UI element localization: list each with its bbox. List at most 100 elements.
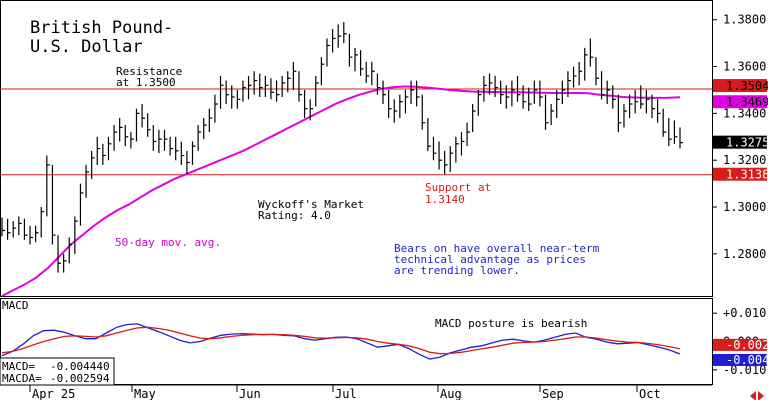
price-bar xyxy=(175,136,179,161)
price-bar xyxy=(163,129,168,151)
price-bar xyxy=(147,113,151,137)
price-bar xyxy=(371,61,375,86)
price-bar xyxy=(382,80,387,105)
support-price-tag: 1.3138 xyxy=(713,167,768,182)
macda-readout-label: MACDA= xyxy=(2,372,42,385)
svg-text:-0.004: -0.004 xyxy=(726,353,768,367)
price-bar xyxy=(500,80,504,105)
price-bar xyxy=(416,80,420,107)
price-bar xyxy=(186,150,190,175)
rating-note-line1: Wyckoff's Market xyxy=(258,198,364,211)
price-bar xyxy=(533,80,538,105)
svg-text:1.3138: 1.3138 xyxy=(726,168,768,182)
moving-avg-line xyxy=(1,85,681,297)
price-bar xyxy=(96,136,101,165)
price-bar xyxy=(113,125,118,151)
price-bar xyxy=(270,78,274,100)
price-bar xyxy=(326,38,330,67)
macda-line xyxy=(1,326,681,355)
x-axis-label: Jun xyxy=(239,387,261,400)
price-y-tick: 1.3800 xyxy=(723,13,766,27)
x-axis-label: May xyxy=(134,387,156,400)
price-bar xyxy=(85,164,90,198)
price-bar xyxy=(595,57,599,86)
price-bar xyxy=(640,85,644,109)
macd-readout-label: MACD= xyxy=(2,360,35,373)
price-bar xyxy=(331,29,336,53)
price-bar xyxy=(63,253,67,273)
x-axis-label: Aug xyxy=(440,387,462,400)
price-bar xyxy=(483,75,487,102)
price-bar xyxy=(275,80,280,102)
price-bar xyxy=(393,99,398,123)
price-bar xyxy=(23,218,28,240)
price-bar xyxy=(225,80,230,105)
price-bar xyxy=(432,136,437,161)
price-bar xyxy=(612,85,616,109)
price-bar xyxy=(505,85,510,109)
macd-lines xyxy=(1,323,681,360)
macd-y-tick: +0.010 xyxy=(723,306,766,320)
price-bar xyxy=(348,33,353,67)
commentary-line2: technical advantage as prices xyxy=(394,253,586,266)
price-bars xyxy=(1,22,683,273)
price-bar xyxy=(203,118,207,140)
price-bar xyxy=(572,66,577,88)
moving-average xyxy=(1,85,681,297)
svg-text:1.3504: 1.3504 xyxy=(726,79,768,93)
chart-title-line2: U.S. Dollar xyxy=(30,37,143,57)
price-bar xyxy=(180,141,185,165)
price-bar xyxy=(460,132,465,156)
support-note-line2: 1.3140 xyxy=(425,193,465,206)
price-bar xyxy=(522,85,527,109)
price-bar xyxy=(287,71,291,93)
price-bar xyxy=(567,71,571,97)
price-bar xyxy=(169,136,174,156)
price-bar xyxy=(399,94,403,119)
price-bar xyxy=(404,89,409,114)
price-bar xyxy=(651,94,655,119)
price-bar xyxy=(617,94,622,133)
price-bar xyxy=(219,75,224,109)
price-bar xyxy=(7,218,11,240)
moving-avg-note: 50-day mov. avg. xyxy=(115,236,221,249)
price-bar xyxy=(528,87,532,112)
macd-value-tags: -0.002-0.004 xyxy=(713,338,768,367)
price-bar xyxy=(231,85,235,109)
price-bar xyxy=(628,94,633,119)
price-bar xyxy=(539,80,543,107)
price-panel-frame xyxy=(0,0,713,297)
price-bar xyxy=(556,89,560,119)
price-bar xyxy=(298,71,302,102)
price-bar xyxy=(35,225,39,243)
price-bar xyxy=(449,146,454,172)
price-bar xyxy=(247,75,252,100)
price-bar xyxy=(292,61,297,90)
price-bar xyxy=(550,104,555,126)
price-levels xyxy=(0,88,712,176)
price-y-tick: 1.2800 xyxy=(723,247,766,261)
price-bar xyxy=(662,108,667,137)
price-bar xyxy=(102,143,106,165)
price-bar xyxy=(544,94,549,130)
price-bar xyxy=(12,221,17,238)
price-y-tick: 1.3200 xyxy=(723,153,766,167)
price-bar xyxy=(303,89,308,119)
price-bar xyxy=(40,207,45,238)
price-bar xyxy=(18,216,22,236)
price-bar xyxy=(645,89,650,114)
price-bar xyxy=(427,118,431,151)
price-bar xyxy=(124,125,129,147)
resistance-note-line1: Resistance xyxy=(116,65,182,78)
price-bar xyxy=(656,99,661,123)
macd-readout-box xyxy=(0,357,115,386)
price-bar xyxy=(477,89,482,116)
resistance-note-line2: at 1.3500 xyxy=(116,76,176,89)
price-bar xyxy=(242,80,246,102)
price-bar xyxy=(320,57,325,86)
chart-title-line1: British Pound- xyxy=(30,18,173,38)
scroll-arrows-icon[interactable] xyxy=(750,391,764,400)
price-bar xyxy=(107,136,112,161)
price-bar xyxy=(516,75,521,102)
